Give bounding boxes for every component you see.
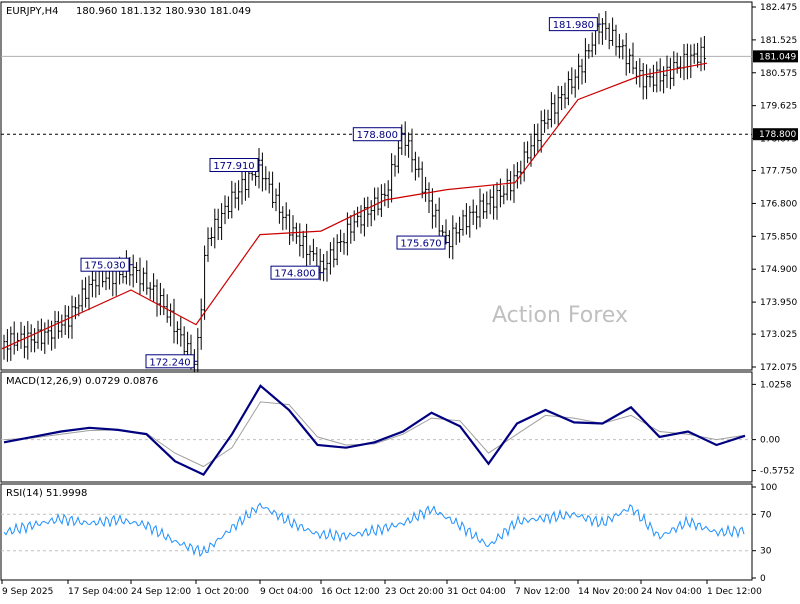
callout-label: 175.670 <box>400 239 441 250</box>
callout-label: 172.240 <box>149 357 190 368</box>
price-tick-label: 174.900 <box>760 265 797 275</box>
price-panel-frame <box>0 1 753 371</box>
rsi-axis: 100 70 30 0 <box>752 483 777 584</box>
level-line-badge <box>753 128 798 141</box>
price-tick-label: 175.850 <box>760 232 797 242</box>
macd-panel: MACD(12,26,9) 0.0729 0.0876 1.0258 0.00 -0… <box>0 371 795 483</box>
rsi-tick-label: 0 <box>760 574 766 584</box>
x-axis-label: 31 Oct 04:00 <box>447 587 506 597</box>
current-price-badge <box>753 50 798 63</box>
price-tick-label: 173.025 <box>760 330 797 340</box>
price-tick-label: 180.575 <box>760 69 797 79</box>
x-axis-label: 16 Oct 12:00 <box>321 587 380 597</box>
x-axis-label: 1 Oct 20:00 <box>196 587 249 597</box>
macd-panel-frame <box>0 371 753 483</box>
callout-label: 175.030 <box>84 261 125 272</box>
rsi-title: RSI(14) 51.9998 <box>6 488 87 499</box>
price-tick-label: 179.625 <box>760 102 797 112</box>
macd-tick-label: -0.5752 <box>760 467 795 477</box>
price-tick-label: 172.075 <box>760 363 797 373</box>
x-axis-label: 23 Oct 20:00 <box>385 587 444 597</box>
price-callouts: 175.030 172.240 177.910 174.800 178.800 175.6… <box>80 17 602 369</box>
callout-label: 178.800 <box>357 130 398 141</box>
callout-label: 174.800 <box>274 269 315 280</box>
x-axis-label: 14 Nov 20:00 <box>578 587 639 597</box>
price-tick-label: 177.750 <box>760 167 797 177</box>
callout-label: 177.910 <box>213 161 254 172</box>
price-tick-label: 182.475 <box>760 3 797 13</box>
watermark: Action Forex <box>492 303 628 328</box>
callout-label: 181.980 <box>553 20 594 31</box>
price-axis: 182.475181.525180.575179.625178.675177.7… <box>752 3 798 373</box>
rsi-tick-label: 30 <box>760 547 772 557</box>
macd-line <box>3 384 746 476</box>
x-axis-label: 7 Nov 12:00 <box>515 587 570 597</box>
price-tick-label: 173.950 <box>760 298 797 308</box>
x-axis-label: 24 Nov 04:00 <box>641 587 702 597</box>
macd-axis: 1.0258 0.00 -0.5752 <box>752 380 795 477</box>
x-axis-label: 9 Oct 04:00 <box>260 587 313 597</box>
x-axis-label: 17 Sep 04:00 <box>68 587 128 597</box>
price-grid <box>1 55 752 135</box>
rsi-tick-label: 70 <box>760 510 772 520</box>
macd-tick-label: 1.0258 <box>760 380 792 390</box>
chart-ohlc: 180.960 181.132 180.930 181.049 <box>76 6 251 17</box>
x-axis: 9 Sep 2025 17 Sep 04:00 24 Sep 12:00 1 Oct … <box>1 580 762 597</box>
rsi-grid <box>1 513 752 552</box>
level-line-label: 178.800 <box>759 130 796 140</box>
rsi-panel: RSI(14) 51.9998 100 70 30 0 <box>0 483 777 584</box>
moving-average-line <box>1 62 708 350</box>
x-axis-label: 9 Sep 2025 <box>2 587 53 597</box>
macd-tick-label: 0.00 <box>760 436 780 446</box>
price-panel: EURJPY,H4 180.960 181.132 180.930 181.04… <box>0 1 798 378</box>
x-axis-label: 24 Sep 12:00 <box>131 587 191 597</box>
rsi-line <box>3 502 745 558</box>
chart-symbol: EURJPY,H4 <box>6 6 59 17</box>
price-tick-label: 181.525 <box>760 36 797 46</box>
rsi-tick-label: 100 <box>760 483 777 493</box>
price-tick-label: 176.800 <box>760 199 797 209</box>
x-axis-label: 1 Dec 12:00 <box>707 587 762 597</box>
macd-title: MACD(12,26,9) 0.0729 0.0876 <box>6 376 158 387</box>
current-price-label: 181.049 <box>759 52 796 62</box>
